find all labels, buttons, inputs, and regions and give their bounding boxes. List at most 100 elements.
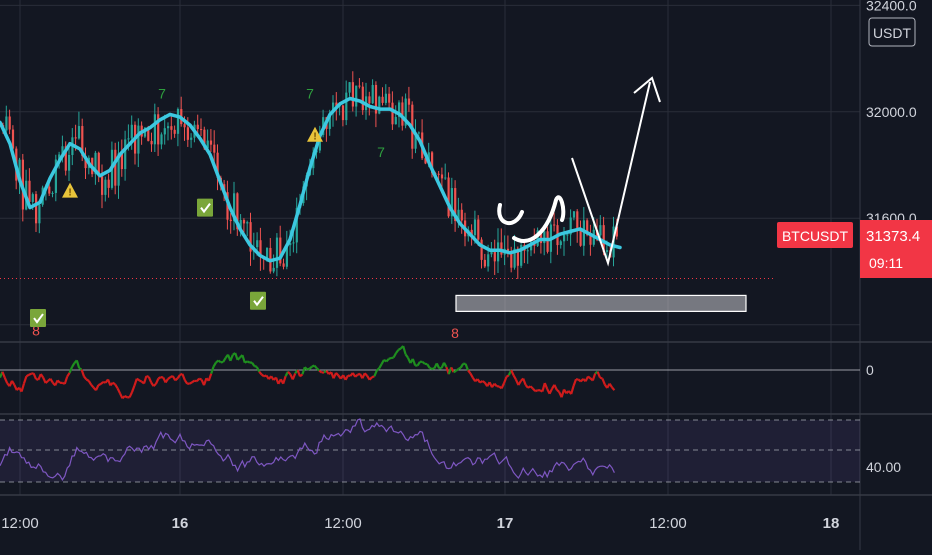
candle-body-50: [167, 126, 169, 128]
candle-body-169: [560, 241, 562, 245]
oscillator-segment-174: [418, 362, 420, 366]
oscillator-segment-211: [506, 375, 508, 377]
candle-body-9: [32, 194, 34, 202]
candle-body-64: [213, 145, 215, 153]
price-tick-label-0: 32400.0: [866, 0, 917, 13]
oscillator-segment-10: [24, 376, 26, 383]
candle-body-1: [5, 116, 7, 130]
candle-body-134: [444, 178, 446, 179]
candle-body-151: [500, 242, 502, 254]
candle-body-31: [104, 180, 106, 195]
oscillator-segment-210: [504, 377, 506, 383]
oscillator-segment-255: [612, 387, 614, 390]
candle-body-104: [345, 93, 347, 120]
oscillator-segment-128: [307, 369, 309, 370]
candle-body-51: [170, 126, 172, 130]
support-zone-rect[interactable]: [456, 295, 746, 311]
support-zone[interactable]: [456, 295, 746, 311]
candle-body-2: [9, 116, 11, 129]
oscillator-segment-30: [72, 363, 74, 367]
oscillator-segment-194: [466, 364, 468, 370]
oscillator-segment-161: [386, 359, 388, 362]
oscillator-segment-73: [175, 378, 177, 380]
oscillator-segment-168: [403, 346, 405, 354]
candle-body-132: [438, 174, 440, 175]
time-tick-label-5: 18: [823, 515, 840, 532]
candle-body-159: [527, 250, 529, 251]
oscillator-segment-165: [396, 350, 398, 353]
candle-body-139: [461, 210, 463, 221]
rsi-band: [0, 420, 860, 482]
candle-body-30: [101, 176, 103, 195]
oscillator-segment-46: [110, 383, 112, 386]
oscillator-segment-131: [314, 366, 316, 369]
candle-body-112: [372, 85, 374, 103]
oscillator-segment-188: [451, 367, 453, 372]
oscillator-segment-231: [554, 385, 556, 390]
oscillator-segment-48: [115, 384, 117, 388]
candle-body-10: [35, 194, 37, 223]
candle-body-11: [38, 205, 40, 224]
candle-body-115: [382, 97, 384, 103]
candle-body-37: [124, 139, 126, 169]
oscillator-segment-227: [545, 383, 547, 389]
candle-body-23: [78, 126, 80, 138]
oscillator-segment-229: [550, 389, 552, 394]
candle-body-22: [75, 137, 77, 138]
time-tick-label-0: 12:00: [1, 515, 39, 532]
oscillator-segment-219: [526, 385, 528, 388]
oscillator-segment-79: [190, 382, 192, 383]
oscillator-segment-60: [144, 376, 146, 384]
oscillator-segment-91: [218, 361, 220, 363]
oscillator-segment-214: [514, 375, 516, 379]
candle-body-80: [266, 248, 268, 258]
candle-body-183: [606, 250, 608, 252]
candle-body-117: [388, 94, 390, 103]
oscillator-segment-70: [168, 377, 170, 379]
candle-body-146: [484, 260, 486, 267]
oscillator-segment-156: [374, 370, 376, 376]
candle-body-118: [391, 103, 393, 125]
candle-body-167: [553, 225, 555, 226]
oscillator-segment-250: [600, 378, 602, 379]
oscillator-segment-52: [125, 396, 127, 397]
oscillator-segment-96: [230, 355, 232, 361]
moving-average-series: [0, 99, 775, 279]
oscillator-segment-88: [211, 367, 213, 374]
candle-body-181: [599, 225, 601, 235]
candle-body-123: [408, 99, 410, 105]
candle-body-105: [349, 82, 351, 92]
oscillator-segment-103: [247, 361, 249, 362]
oscillator-segment-57: [137, 379, 139, 381]
oscillator-segment-1: [2, 372, 4, 378]
candle-body-57: [190, 138, 192, 140]
candle-body-82: [273, 268, 275, 272]
candle-body-135: [448, 178, 450, 217]
oscillator-segment-49: [118, 388, 120, 393]
oscillator-segment-32: [77, 360, 79, 368]
oscillator-segment-185: [444, 363, 446, 367]
oscillator-segment-42: [101, 382, 103, 384]
oscillator-segment-109: [262, 374, 264, 376]
oscillator-segment-122: [293, 373, 295, 379]
candle-body-41: [137, 126, 139, 154]
candle-body-85: [283, 263, 285, 266]
moving-average-line: [0, 99, 620, 261]
oscillator-segment-36: [86, 380, 88, 381]
rsi-pane: [0, 419, 860, 482]
oscillator-segment-5: [12, 381, 14, 385]
candle-body-103: [342, 105, 344, 120]
oscillator-segment-62: [149, 377, 151, 383]
candle-body-119: [395, 117, 397, 124]
oscillator-segment-9: [22, 383, 24, 391]
warning-icon-glyph-0: !: [68, 188, 71, 199]
oscillator-segment-140: [336, 373, 338, 376]
oscillator-segment-17: [41, 374, 43, 378]
oscillator-segment-64: [154, 384, 156, 386]
check-icon: [250, 292, 266, 310]
oscillator-segment-51: [122, 396, 124, 398]
